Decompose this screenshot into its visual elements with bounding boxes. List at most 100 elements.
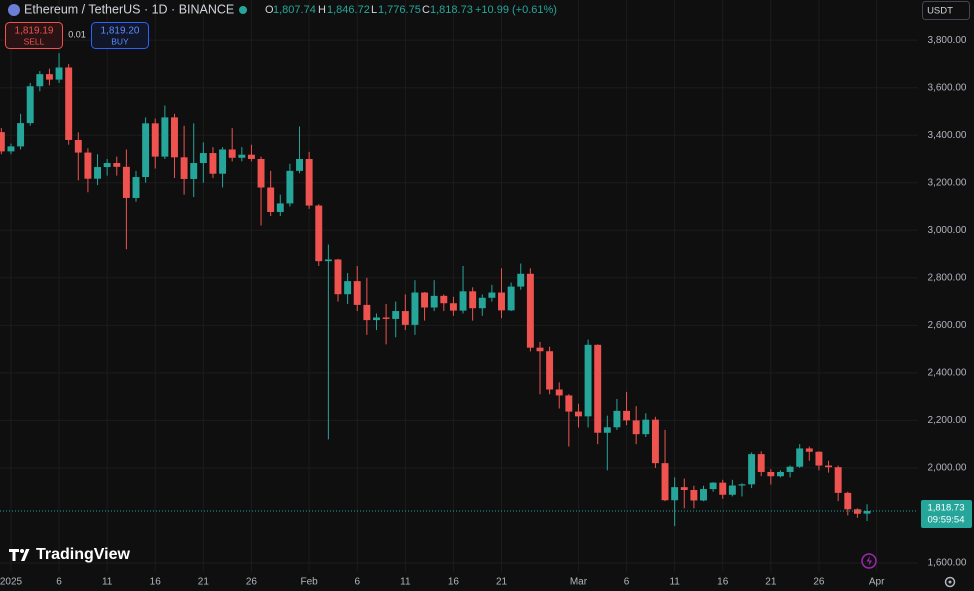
candle-body — [190, 163, 198, 179]
last-price: 1,818.73 — [928, 503, 965, 514]
candle-body — [324, 259, 332, 262]
y-tick-label: 2,000.00 — [928, 463, 967, 474]
candle-body — [507, 286, 515, 311]
ohlc-key: L — [371, 4, 377, 16]
x-tick-label: Apr — [869, 577, 885, 588]
x-tick-label: 16 — [448, 577, 460, 588]
candle-body — [757, 454, 765, 472]
ohlc-value: 1,846.72 — [327, 4, 370, 16]
ohlc-value: 1,818.73 — [430, 4, 473, 16]
candle-body — [853, 509, 861, 514]
buy-price[interactable]: 1,819.20 — [101, 26, 140, 37]
ohlc-value: 1,776.75 — [378, 4, 421, 16]
sell-price[interactable]: 1,819.19 — [15, 26, 54, 37]
sell-box[interactable] — [5, 22, 63, 49]
buy-label[interactable]: BUY — [111, 36, 129, 46]
candle-body — [84, 152, 92, 179]
candle-body — [315, 205, 323, 262]
sell-label[interactable]: SELL — [24, 36, 45, 46]
alert-icon[interactable] — [861, 553, 877, 569]
x-tick-label: 6 — [56, 577, 62, 588]
candle-body — [55, 67, 63, 80]
symbol-title: Ethereum / TetherUS · 1D · BINANCE — [24, 2, 234, 16]
candle-body — [776, 471, 784, 477]
candle-body — [171, 117, 178, 158]
x-tick-label: 11 — [669, 577, 680, 588]
currency[interactable]: USDT — [927, 6, 953, 17]
last-price-tag — [921, 500, 972, 528]
candle-body — [7, 146, 15, 152]
candle-body — [401, 311, 409, 325]
ohlc-key: H — [318, 4, 326, 16]
x-tick-label: Mar — [570, 577, 588, 588]
candle-body — [286, 170, 294, 204]
candle-body — [478, 297, 486, 309]
currency-box[interactable] — [922, 1, 970, 20]
y-tick-label: 2,400.00 — [928, 367, 967, 378]
candle-body — [421, 292, 429, 308]
x-tick-label: 26 — [246, 577, 258, 588]
x-tick-label: 21 — [198, 577, 210, 588]
candle-body — [623, 410, 631, 421]
candle-body — [199, 153, 207, 164]
candle-body — [228, 149, 236, 158]
candle-body — [767, 471, 775, 477]
candle-body — [238, 154, 246, 158]
settings-dot[interactable] — [948, 580, 952, 584]
symbol-icon — [8, 4, 20, 16]
candle-body — [488, 292, 496, 298]
logo-dot — [20, 549, 24, 553]
brand-logo: TradingView — [9, 546, 131, 563]
candle-body — [632, 420, 640, 435]
settings-icon[interactable] — [944, 576, 956, 588]
candle-body — [844, 492, 852, 510]
logo-icon — [9, 549, 30, 561]
candle-body — [94, 167, 101, 179]
candle-body — [555, 389, 563, 396]
currency-button[interactable]: USDT — [922, 1, 970, 20]
candle-body — [517, 273, 525, 287]
x-tick-label: 21 — [765, 577, 777, 588]
candle-body — [565, 395, 573, 412]
settings-ring[interactable] — [944, 576, 956, 588]
candle-body — [392, 311, 400, 319]
x-tick-label: 6 — [354, 577, 360, 588]
candle-body — [709, 482, 717, 490]
alert-ring[interactable] — [861, 553, 877, 569]
candle-body — [449, 303, 457, 311]
candle-body — [700, 489, 707, 501]
candle-body — [459, 291, 467, 311]
x-tick-label: 16 — [717, 577, 729, 588]
sell-button[interactable]: 1,819.19 SELL — [5, 22, 63, 49]
x-tick-label: 11 — [102, 577, 113, 588]
alert-bolt[interactable] — [866, 556, 873, 566]
x-tick-label: 26 — [813, 577, 825, 588]
candle-body — [334, 259, 342, 295]
buy-button[interactable]: 1,819.20 BUY — [91, 22, 149, 49]
candle-body — [671, 487, 679, 501]
candle-body — [142, 123, 150, 178]
status-dot — [239, 6, 247, 14]
x-tick-label: 21 — [496, 577, 508, 588]
candle-body — [584, 344, 592, 417]
candle-body — [267, 187, 275, 212]
candle-body — [748, 454, 756, 485]
candle-body — [305, 158, 313, 206]
candle-body — [151, 123, 159, 157]
y-tick-label: 3,200.00 — [928, 177, 967, 188]
candle-body — [382, 317, 390, 319]
candle-body — [526, 273, 534, 348]
x-tick-label: 2025 — [0, 577, 23, 588]
candle-body — [469, 291, 477, 309]
candle-body — [786, 466, 794, 472]
candle-body — [536, 347, 544, 352]
y-tick-label: 3,800.00 — [928, 35, 967, 46]
candle-body — [257, 158, 265, 188]
candle-body — [353, 281, 361, 305]
buy-box[interactable] — [91, 22, 149, 49]
candle-body — [651, 419, 659, 464]
candle-body — [575, 411, 582, 417]
candle-body — [74, 139, 82, 153]
candle-body — [440, 295, 448, 304]
y-tick-label: 2,200.00 — [928, 415, 967, 426]
